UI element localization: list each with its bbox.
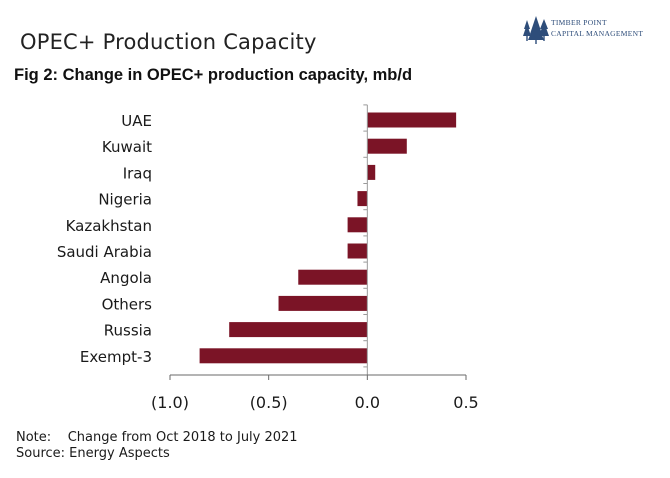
footnote: Note: Change from Oct 2018 to July 2021 … xyxy=(16,430,298,462)
category-label: Kazakhstan xyxy=(66,217,152,235)
note-text: Change from Oct 2018 to July 2021 xyxy=(67,430,298,445)
x-tick-label: (1.0) xyxy=(151,393,189,412)
category-label: Others xyxy=(102,295,153,313)
category-label: UAE xyxy=(121,112,152,130)
bar xyxy=(367,164,376,180)
chart-title: Fig 2: Change in OPEC+ production capaci… xyxy=(14,66,413,84)
bar xyxy=(357,191,368,207)
bar xyxy=(347,217,368,233)
logo-line-1: TIMBER POINT xyxy=(551,18,607,27)
category-label: Kuwait xyxy=(102,138,152,156)
category-label: Exempt-3 xyxy=(80,348,152,366)
category-label: Angola xyxy=(100,269,152,287)
source-text: Energy Aspects xyxy=(69,446,170,461)
category-label: Russia xyxy=(104,322,152,340)
slide-title: OPEC+ Production Capacity xyxy=(20,30,317,54)
bar xyxy=(229,322,368,338)
bar xyxy=(367,138,407,154)
bar xyxy=(298,269,368,285)
bar xyxy=(367,112,457,128)
bar xyxy=(199,348,368,364)
category-label: Iraq xyxy=(123,164,152,182)
note-label: Note: xyxy=(16,430,52,445)
x-tick-label: 0.0 xyxy=(355,393,380,412)
x-tick-label: (0.5) xyxy=(250,393,288,412)
bar xyxy=(347,243,368,259)
pine-trees-icon xyxy=(523,16,549,44)
bar xyxy=(278,295,368,311)
category-label: Saudi Arabia xyxy=(57,243,152,261)
x-tick-label: 0.5 xyxy=(453,393,478,412)
company-logo: TIMBER POINT CAPITAL MANAGEMENT xyxy=(523,14,653,46)
category-label: Nigeria xyxy=(98,191,152,209)
source-label: Source: xyxy=(16,446,66,461)
logo-line-2: CAPITAL MANAGEMENT xyxy=(551,29,644,38)
